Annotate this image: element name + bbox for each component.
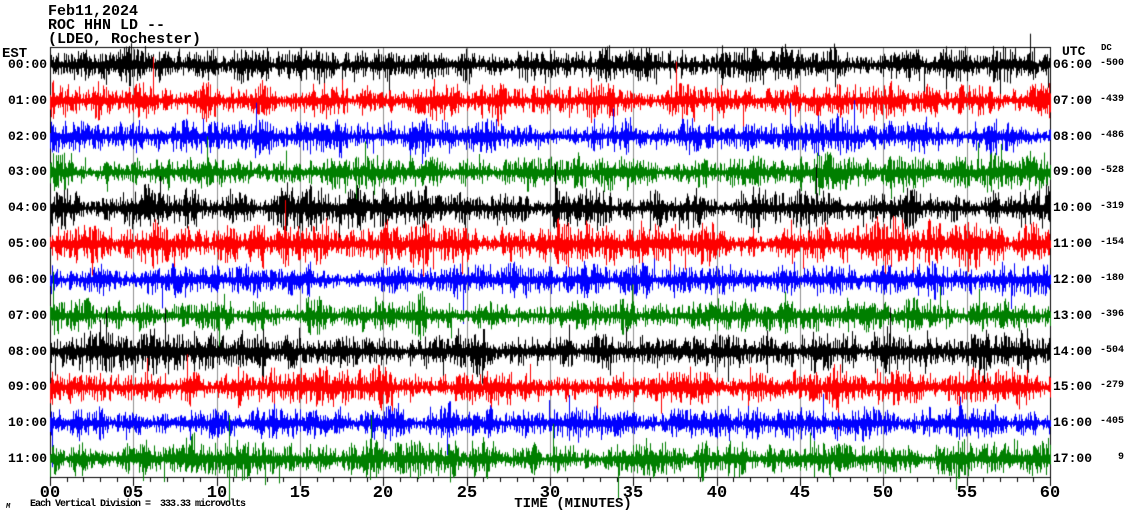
dc-value: -486 (1099, 130, 1124, 141)
dc-value: -500 (1099, 58, 1124, 69)
x-tick-label: 50 (872, 484, 894, 503)
est-time-label: 10:00 (7, 415, 47, 430)
utc-time-label: 17:00 (1053, 451, 1093, 466)
utc-time-label: 09:00 (1053, 164, 1093, 179)
header-station-channel: ROC HHN LD -- (48, 17, 166, 34)
est-time-label: 08:00 (7, 344, 47, 359)
x-axis-title: TIME (MINUTES) (514, 496, 632, 512)
dc-value: -180 (1099, 273, 1124, 284)
est-time-label: 07:00 (7, 308, 47, 323)
dc-value: -439 (1099, 94, 1124, 105)
x-tick-label: 15 (289, 484, 311, 503)
est-time-label: 05:00 (7, 236, 47, 251)
x-tick-label: 35 (622, 484, 644, 503)
x-tick-label: 20 (372, 484, 394, 503)
x-tick-label: 00 (39, 484, 61, 503)
watermark-mark: M (6, 503, 11, 511)
utc-time-label: 07:00 (1053, 93, 1093, 108)
utc-time-label: 16:00 (1053, 415, 1093, 430)
header-network-location: (LDEO, Rochester) (48, 31, 202, 48)
dc-value: -279 (1099, 380, 1124, 391)
est-time-label: 01:00 (7, 93, 47, 108)
est-time-label: 04:00 (7, 200, 47, 215)
x-tick-label: 05 (122, 484, 144, 503)
dc-value: -154 (1099, 237, 1124, 248)
dc-value: -504 (1099, 345, 1124, 356)
dc-value: -405 (1099, 416, 1124, 427)
utc-time-label: 08:00 (1053, 129, 1093, 144)
dc-value: -396 (1099, 309, 1124, 320)
x-tick-label: 55 (956, 484, 978, 503)
dc-value: -528 (1099, 165, 1124, 176)
utc-time-label: 12:00 (1053, 272, 1093, 287)
est-time-label: 03:00 (7, 164, 47, 179)
utc-time-label: 15:00 (1053, 379, 1093, 394)
est-time-label: 09:00 (7, 379, 47, 394)
utc-time-label: 14:00 (1053, 344, 1093, 359)
utc-time-label: 13:00 (1053, 308, 1093, 323)
utc-time-label: 10:00 (1053, 200, 1093, 215)
dc-column-title: DC (1101, 43, 1112, 53)
header-date: Feb11,2024 (48, 3, 139, 20)
dc-value: 9 (1117, 452, 1124, 463)
utc-time-label: 11:00 (1053, 236, 1093, 251)
est-time-label: 00:00 (7, 57, 47, 72)
x-tick-label: 40 (706, 484, 728, 503)
est-time-label: 02:00 (7, 129, 47, 144)
x-tick-label: 30 (539, 484, 561, 503)
est-time-label: 06:00 (7, 272, 47, 287)
x-tick-label: 60 (1039, 484, 1061, 503)
left-axis-title-est: EST (2, 46, 28, 62)
x-tick-label: 45 (789, 484, 811, 503)
est-time-label: 11:00 (7, 451, 47, 466)
dc-value: -319 (1099, 201, 1124, 212)
vertical-scale-note: Each Vertical Division = 333.33 microvol… (30, 499, 246, 510)
x-tick-label: 10 (206, 484, 228, 503)
right-axis-title-utc: UTC (1062, 44, 1086, 59)
x-tick-label: 25 (456, 484, 478, 503)
utc-time-label: 06:00 (1053, 57, 1093, 72)
